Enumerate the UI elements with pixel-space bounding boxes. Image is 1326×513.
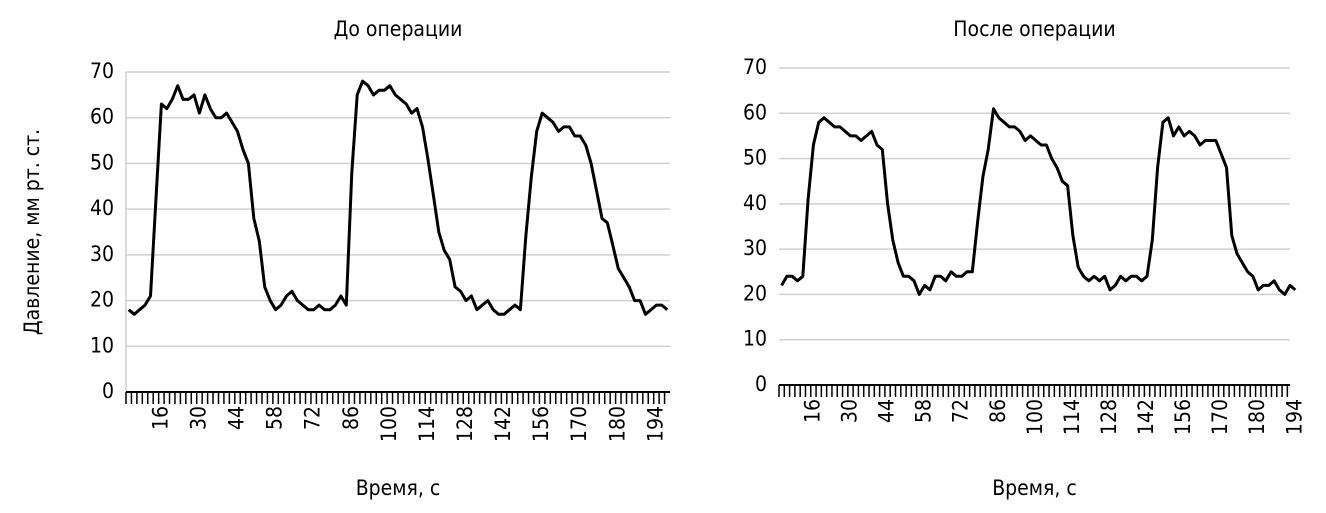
x-tick-label: 114 <box>415 406 439 442</box>
x-tick-label: 180 <box>1245 399 1269 435</box>
x-tick-label: 30 <box>837 399 861 423</box>
y-tick-label: 0 <box>102 379 114 403</box>
y-tick-label: 20 <box>90 288 114 312</box>
x-tick-label: 180 <box>605 406 629 442</box>
chart-title: После операции <box>953 17 1115 41</box>
x-tick-label: 58 <box>263 406 287 430</box>
line <box>127 79 669 316</box>
x-tick-label: 194 <box>643 406 667 442</box>
x-tick-label: 170 <box>1208 399 1232 435</box>
x-tick-label: 44 <box>225 406 249 430</box>
x-tick-label: 100 <box>377 406 401 442</box>
y-tick-label: 0 <box>755 372 767 396</box>
chart-title: До операции <box>334 17 463 41</box>
x-tick-label: 16 <box>148 406 172 430</box>
y-tick-label: 30 <box>90 242 114 266</box>
x-tick-label: 100 <box>1023 399 1047 435</box>
x-tick-label: 44 <box>875 399 899 423</box>
y-tick-label: 70 <box>90 59 114 83</box>
x-tick-label: 142 <box>491 406 515 442</box>
y-tick-label: 60 <box>743 100 767 124</box>
x-axis-label: Время, с <box>992 476 1077 500</box>
x-tick-label: 128 <box>1097 399 1121 435</box>
y-tick-label: 20 <box>743 281 767 305</box>
y-tick-label: 70 <box>743 55 767 79</box>
y-tick-label: 10 <box>743 327 767 351</box>
y-tick-label: 50 <box>743 146 767 170</box>
x-axis-label: Время, с <box>356 476 441 500</box>
x-tick-label: 86 <box>339 406 363 430</box>
x-tick-label: 128 <box>453 406 477 442</box>
x-tick-label: 72 <box>301 406 325 430</box>
x-tick-label: 58 <box>912 399 936 423</box>
y-tick-label: 50 <box>90 150 114 174</box>
y-axis-label: Давление, мм рт. ст. <box>20 129 44 335</box>
x-tick-label: 142 <box>1134 399 1158 435</box>
y-tick-label: 40 <box>743 191 767 215</box>
y-tick-label: 30 <box>743 236 767 260</box>
y-tick-label: 10 <box>90 333 114 357</box>
x-tick-label: 194 <box>1282 399 1306 435</box>
x-tick-label: 170 <box>567 406 591 442</box>
x-tick-label: 86 <box>986 399 1010 423</box>
x-tick-label: 30 <box>186 406 210 430</box>
line <box>780 107 1297 296</box>
x-tick-label: 156 <box>1171 399 1195 435</box>
x-tick-label: 72 <box>949 399 973 423</box>
x-tick-label: 156 <box>529 406 553 442</box>
x-tick-label: 16 <box>800 399 824 423</box>
y-tick-label: 40 <box>90 196 114 220</box>
x-tick-label: 114 <box>1060 399 1084 435</box>
y-tick-label: 60 <box>90 105 114 129</box>
